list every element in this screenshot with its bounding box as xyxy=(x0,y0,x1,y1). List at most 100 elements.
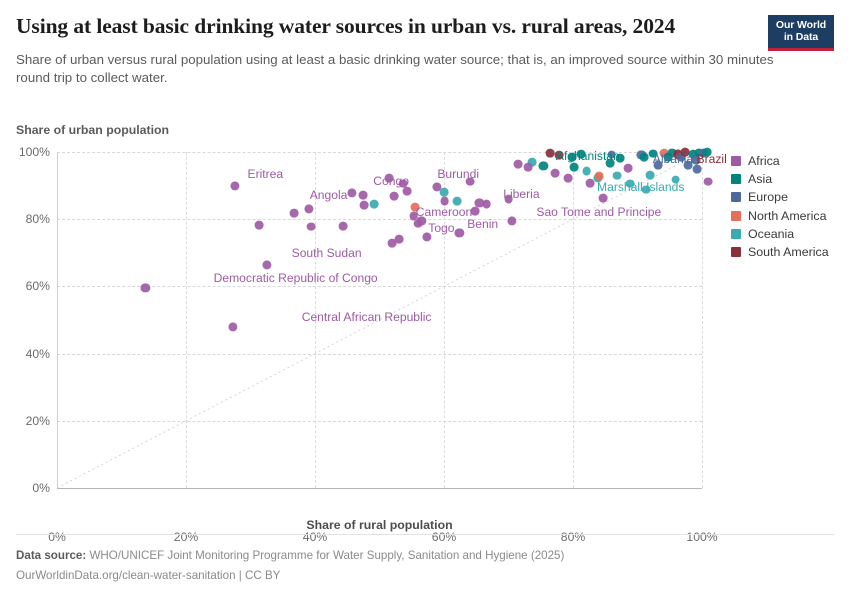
scatter-point[interactable] xyxy=(230,181,240,191)
scatter-point-label: Togo xyxy=(428,220,455,235)
scatter-point[interactable] xyxy=(576,149,586,159)
scatter-point[interactable] xyxy=(358,190,368,200)
owid-logo[interactable]: Our World in Data xyxy=(768,15,834,51)
y-gridline xyxy=(57,420,702,422)
scatter-point[interactable] xyxy=(228,322,238,332)
scatter-point[interactable] xyxy=(653,160,663,170)
scatter-point[interactable] xyxy=(641,185,651,195)
scatter-point[interactable] xyxy=(262,260,272,270)
scatter-point[interactable] xyxy=(598,193,608,203)
legend-item-south-america[interactable]: South America xyxy=(731,243,846,261)
scatter-point[interactable] xyxy=(387,238,397,248)
scatter-point[interactable] xyxy=(569,163,579,172)
scatter-point[interactable] xyxy=(664,152,673,162)
scatter-point[interactable] xyxy=(702,147,712,157)
x-axis-tick-label: 60% xyxy=(431,530,457,544)
scatter-point[interactable] xyxy=(413,219,423,228)
scatter-point[interactable] xyxy=(389,191,399,201)
legend-item-north-america[interactable]: North America xyxy=(731,207,846,225)
y-gridline xyxy=(57,488,702,489)
legend-color-swatch xyxy=(731,192,741,203)
legend-item-europe[interactable]: Europe xyxy=(731,188,846,206)
scatter-point[interactable] xyxy=(615,153,625,163)
y-axis-tick-label: 100% xyxy=(18,145,50,159)
scatter-point[interactable] xyxy=(639,152,649,162)
scatter-point[interactable] xyxy=(554,150,564,160)
scatter-point[interactable] xyxy=(421,232,432,242)
scatter-point[interactable] xyxy=(676,152,686,162)
owid-logo-line1: Our World xyxy=(775,19,827,31)
scatter-point[interactable] xyxy=(606,158,615,168)
scatter-point[interactable] xyxy=(607,150,617,160)
scatter-point[interactable] xyxy=(524,162,533,172)
scatter-point[interactable] xyxy=(659,148,669,158)
scatter-point[interactable] xyxy=(550,168,560,178)
scatter-point[interactable] xyxy=(527,157,537,167)
legend-item-africa[interactable]: Africa xyxy=(731,152,846,170)
scatter-point[interactable] xyxy=(439,187,449,197)
legend-color-swatch xyxy=(731,247,741,258)
scatter-point[interactable] xyxy=(623,163,633,173)
scatter-point-label: Democratic Republic of Congo xyxy=(213,271,378,286)
scatter-point[interactable] xyxy=(691,155,701,165)
legend-item-oceania[interactable]: Oceania xyxy=(731,225,846,243)
scatter-point[interactable] xyxy=(289,209,299,218)
scatter-point[interactable] xyxy=(680,147,690,157)
scatter-point[interactable] xyxy=(594,171,604,181)
scatter-point[interactable] xyxy=(546,148,555,158)
scatter-point[interactable] xyxy=(347,188,357,198)
scatter-point[interactable] xyxy=(671,175,680,184)
scatter-point-label: Central African Republic xyxy=(301,309,432,324)
scatter-point[interactable] xyxy=(470,206,480,216)
scatter-point[interactable] xyxy=(410,202,420,212)
scatter-point[interactable] xyxy=(585,178,595,188)
scatter-point[interactable] xyxy=(538,161,548,171)
scatter-point[interactable] xyxy=(625,179,635,188)
scatter-point[interactable] xyxy=(465,177,475,186)
legend-color-swatch xyxy=(731,156,741,167)
license-line[interactable]: OurWorldinData.org/clean-water-sanitatio… xyxy=(16,569,281,583)
scatter-point[interactable] xyxy=(667,148,677,158)
scatter-point[interactable] xyxy=(704,177,713,186)
legend-item-label: South America xyxy=(748,245,829,260)
scatter-point[interactable] xyxy=(645,170,655,180)
scatter-point[interactable] xyxy=(440,196,450,206)
scatter-point[interactable] xyxy=(507,216,517,226)
chart-footer: Data source: WHO/UNICEF Joint Monitoring… xyxy=(16,534,834,586)
scatter-point[interactable] xyxy=(338,221,348,231)
scatter-point[interactable] xyxy=(402,186,412,196)
scatter-point[interactable] xyxy=(394,234,404,244)
scatter-point[interactable] xyxy=(648,149,658,159)
x-gridline xyxy=(702,152,703,488)
scatter-point[interactable] xyxy=(432,182,442,192)
scatter-point[interactable] xyxy=(612,171,622,180)
y-axis-tick-label: 20% xyxy=(25,413,50,428)
scatter-point[interactable] xyxy=(384,173,394,183)
scatter-point[interactable] xyxy=(513,159,523,169)
scatter-point[interactable] xyxy=(452,196,462,206)
scatter-point[interactable] xyxy=(359,200,369,210)
scatter-point[interactable] xyxy=(693,165,702,174)
scatter-point[interactable] xyxy=(140,283,150,293)
scatter-point[interactable] xyxy=(398,179,408,188)
legend-color-swatch xyxy=(731,174,741,185)
scatter-point[interactable] xyxy=(563,173,573,183)
scatter-point[interactable] xyxy=(303,204,314,214)
scatter-point[interactable] xyxy=(482,200,491,209)
scatter-point[interactable] xyxy=(306,222,316,231)
scatter-point[interactable] xyxy=(369,199,379,209)
scatter-point[interactable] xyxy=(688,149,698,159)
scatter-point[interactable] xyxy=(474,198,485,208)
y-gridline xyxy=(57,219,702,221)
scatter-point[interactable] xyxy=(454,228,465,238)
scatter-point[interactable] xyxy=(504,194,513,204)
scatter-point[interactable] xyxy=(684,160,693,170)
data-source-text: WHO/UNICEF Joint Monitoring Programme fo… xyxy=(89,549,565,563)
scatter-plot[interactable]: 0% 20% 40% 60% 80% 100% 0% 20% 40% 60% 80% 100% Demo… xyxy=(19,145,727,544)
legend-item-asia[interactable]: Asia xyxy=(731,170,846,188)
scatter-point[interactable] xyxy=(567,152,577,162)
chart-subtitle: Share of urban versus rural population u… xyxy=(16,51,774,86)
scatter-point[interactable] xyxy=(409,211,419,221)
scatter-point[interactable] xyxy=(582,167,591,176)
scatter-point[interactable] xyxy=(254,220,264,230)
